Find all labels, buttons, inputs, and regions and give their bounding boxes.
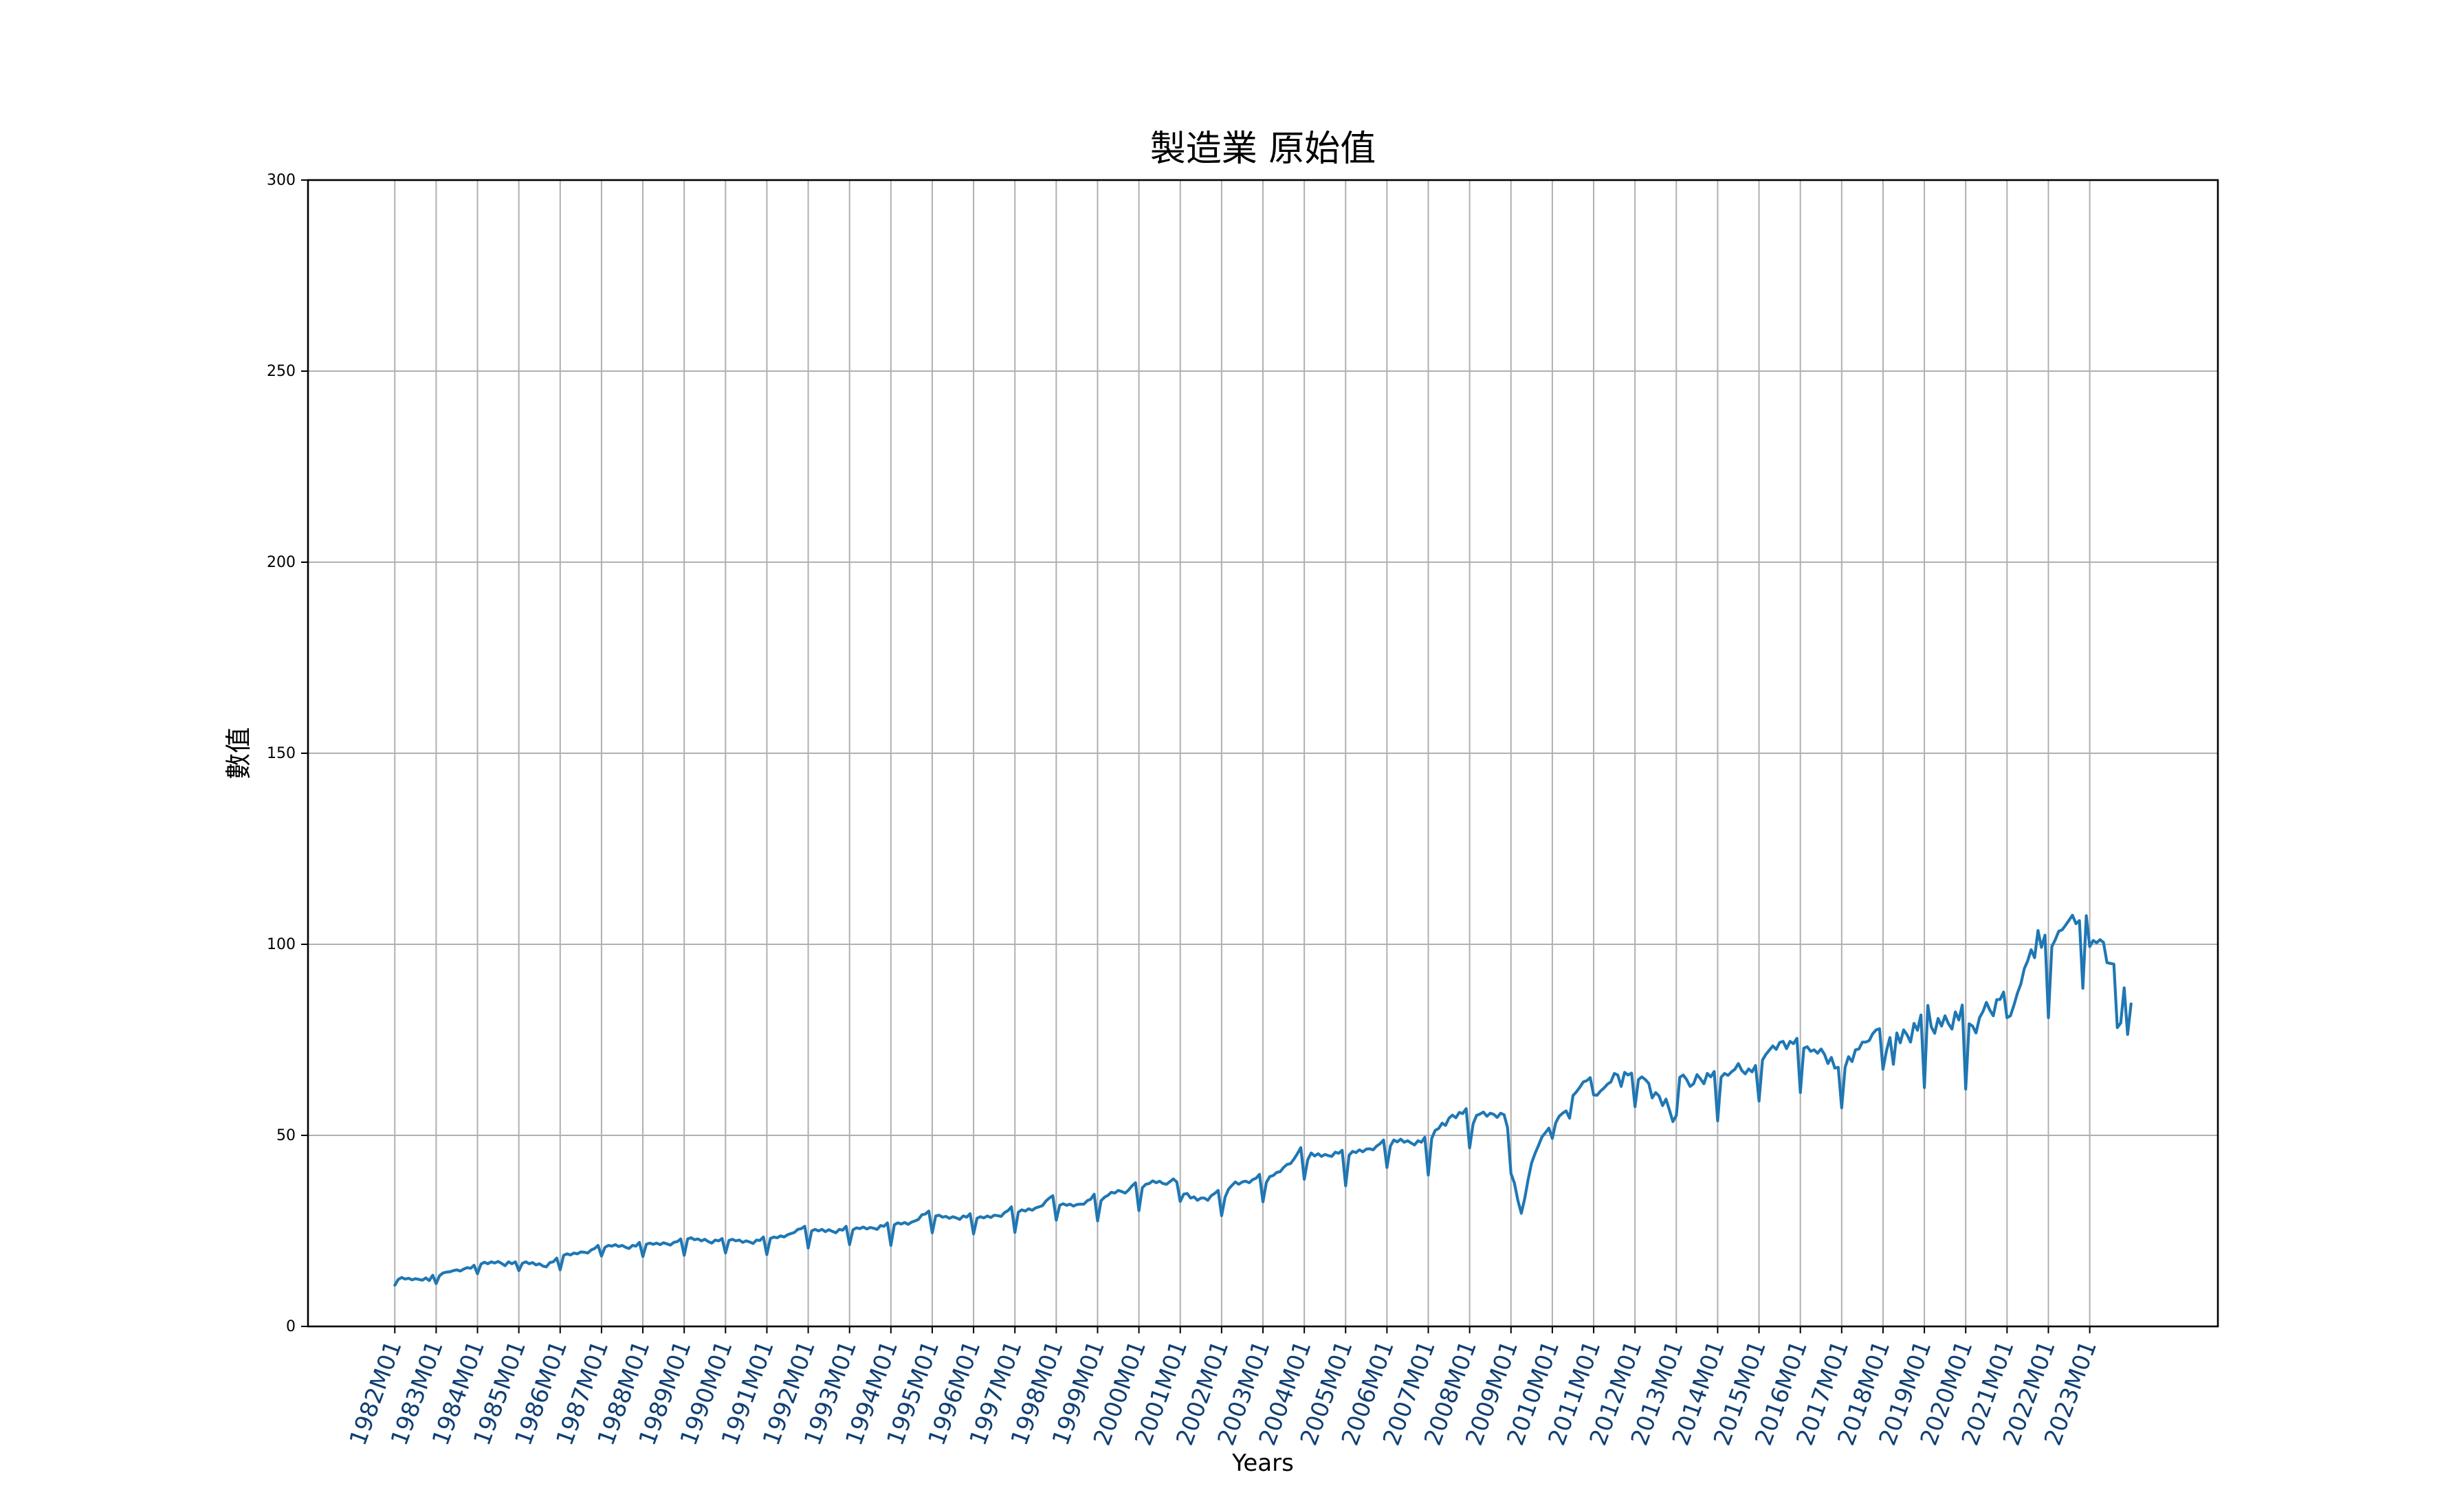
y-tick-label: 150	[267, 745, 296, 762]
y-tick-label: 300	[267, 172, 296, 189]
series-line	[393, 913, 2133, 1287]
y-tick-label: 250	[267, 363, 296, 380]
grid	[308, 179, 2218, 1327]
plot-frame	[307, 179, 2219, 1328]
y-axis-label: 數值	[223, 727, 254, 779]
y-tick-label: 100	[267, 936, 296, 953]
chart-title: 製造業 原始值	[1150, 129, 1376, 170]
y-tick-label: 0	[286, 1318, 296, 1335]
y-tick-label: 200	[267, 554, 296, 571]
y-tick-label: 50	[276, 1127, 296, 1144]
x-axis-label: Years	[1231, 1449, 1294, 1477]
y-axis-ticks: 0 50 100 150 200 250 300	[267, 172, 308, 1335]
